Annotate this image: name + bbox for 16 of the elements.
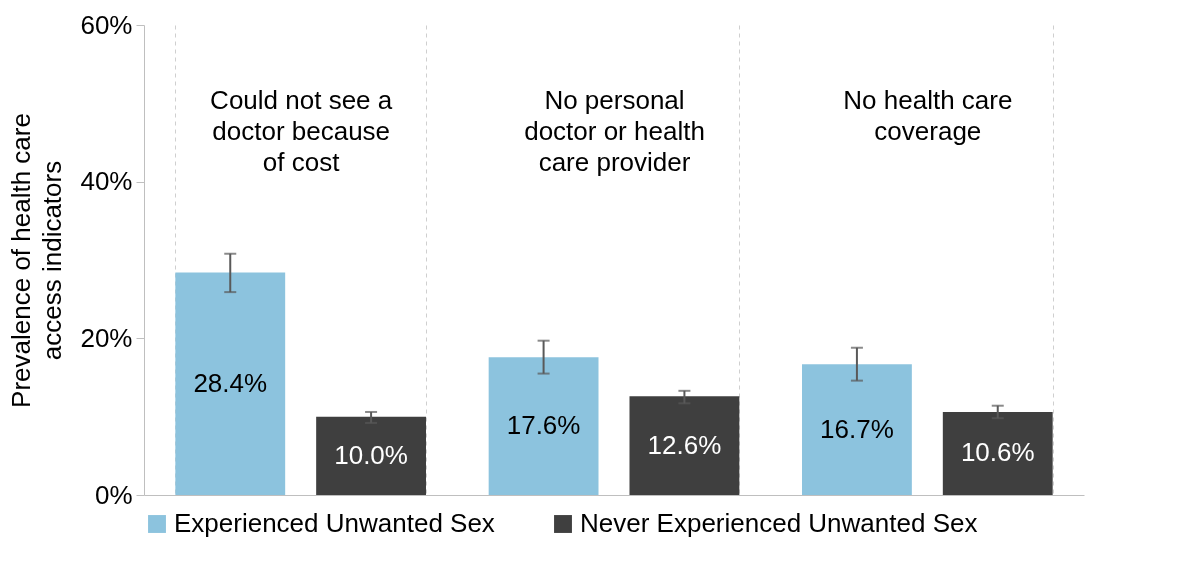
y-tick-label: 40% xyxy=(80,166,133,197)
x-tick-label: No personal doctor or health care provider xyxy=(524,84,705,177)
y-tick-label: 60% xyxy=(80,9,133,40)
data-label: 28.4% xyxy=(193,367,268,398)
y-tick-label: 20% xyxy=(80,322,133,353)
data-label: 16.7% xyxy=(820,413,894,444)
legend-label: Never Experienced Unwanted Sex xyxy=(580,508,978,538)
x-tick-label: No health care coverage xyxy=(843,84,1013,146)
legend-label: Experienced Unwanted Sex xyxy=(174,508,495,538)
data-label: 17.6% xyxy=(506,410,581,441)
x-tick-label: Could not see a doctor because of cost xyxy=(210,84,393,177)
y-tick-label: 0% xyxy=(94,479,133,510)
data-label: 10.6% xyxy=(960,437,1035,468)
y-axis-title: Prevalence of health care access indicators xyxy=(6,113,68,408)
data-label: 12.6% xyxy=(647,429,722,460)
data-label: 10.0% xyxy=(334,439,408,470)
